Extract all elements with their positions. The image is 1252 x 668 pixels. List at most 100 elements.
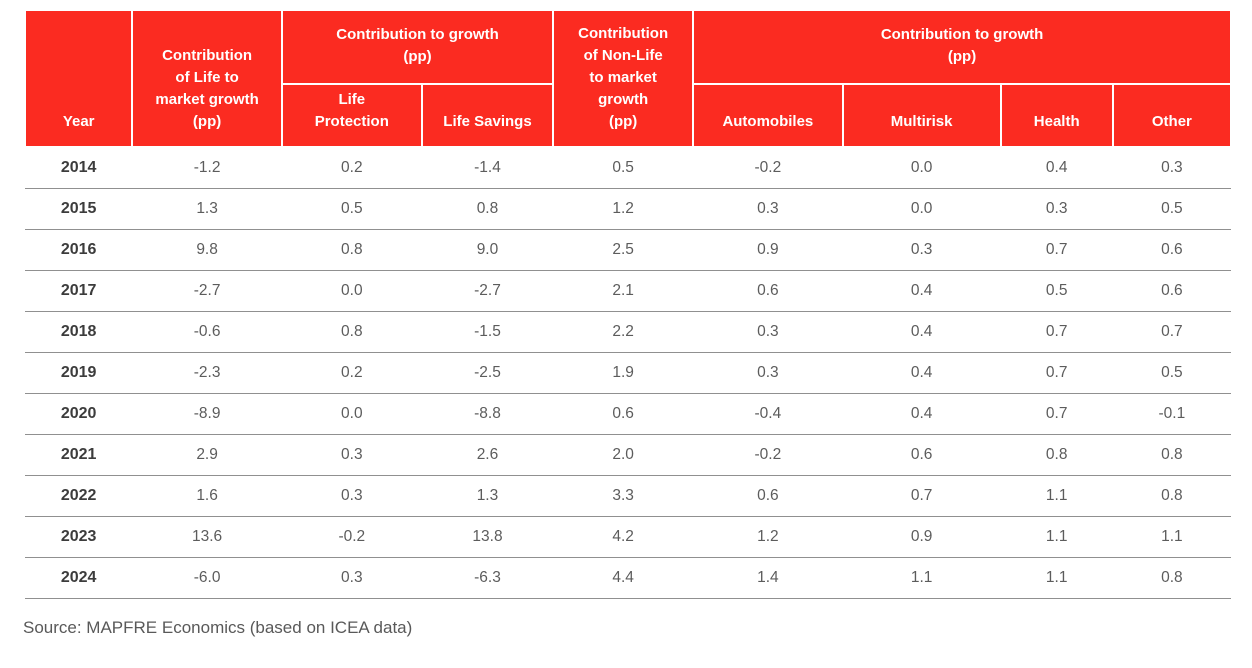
year-cell: 2015 [25,188,133,230]
value-cell: -0.4 [693,393,843,435]
value-cell: 0.0 [281,270,422,312]
table-row: 2021 2.9 0.3 2.6 2.0 -0.2 0.6 0.8 0.8 [25,434,1231,476]
value-cell: 0.7 [1112,311,1231,353]
year-cell: 2023 [25,516,133,558]
value-cell: 1.2 [553,188,694,230]
value-cell: 1.3 [421,475,554,517]
value-cell: 0.6 [1112,229,1231,271]
year-cell: 2019 [25,352,133,394]
value-cell: 0.5 [1000,270,1113,312]
value-cell: 0.2 [281,352,422,394]
group-header-nonlife-contribution: Contribution to growth (pp) [692,9,1232,85]
value-cell: 0.3 [281,434,422,476]
value-cell: 1.6 [132,475,282,517]
col-header-life-total: Contribution of Life to market growth (p… [131,9,283,148]
year-cell: 2017 [25,270,133,312]
value-cell: 0.0 [281,393,422,435]
value-cell: -2.7 [132,270,282,312]
value-cell: 0.3 [1000,188,1113,230]
value-cell: 2.1 [553,270,694,312]
value-cell: 1.9 [553,352,694,394]
col-header-year: Year [23,9,134,148]
table-row: 2019 -2.3 0.2 -2.5 1.9 0.3 0.4 0.7 0.5 [25,352,1231,394]
table-header: Year Contribution of Life to market grow… [23,9,1233,148]
source-note: Source: MAPFRE Economics (based on ICEA … [23,617,413,637]
table-body: 2014 -1.2 0.2 -1.4 0.5 -0.2 0.0 0.4 0.3 2015 1.3 0.… [25,147,1231,599]
value-cell: -8.9 [132,393,282,435]
value-cell: 2.5 [553,229,694,271]
table-row: 2020 -8.9 0.0 -8.8 0.6 -0.4 0.4 0.7 -0.1 [25,393,1231,435]
table-row: 2023 13.6 -0.2 13.8 4.2 1.2 0.9 1.1 1.1 [25,516,1231,558]
value-cell: 0.6 [553,393,694,435]
value-cell: 3.3 [553,475,694,517]
value-cell: 0.5 [281,188,422,230]
value-cell: 0.4 [842,311,1001,353]
value-cell: 0.6 [1112,270,1231,312]
value-cell: 0.0 [842,147,1001,189]
value-cell: 0.7 [1000,393,1113,435]
col-header-other: Other [1111,83,1233,148]
year-cell: 2016 [25,229,133,271]
value-cell: -0.1 [1112,393,1231,435]
value-cell: 2.2 [553,311,694,353]
table-figure: Year Contribution of Life to market grow… [0,9,1252,668]
value-cell: 1.3 [132,188,282,230]
value-cell: 0.3 [693,352,843,394]
col-header-multirisk: Multirisk [841,83,1002,148]
value-cell: 13.6 [132,516,282,558]
value-cell: 0.4 [842,270,1001,312]
col-header-nonlife-total: Contribution of Non-Life to market growt… [552,9,695,148]
value-cell: -2.3 [132,352,282,394]
value-cell: 0.3 [842,229,1001,271]
year-cell: 2021 [25,434,133,476]
table-row: 2016 9.8 0.8 9.0 2.5 0.9 0.3 0.7 0.6 [25,229,1231,271]
value-cell: 0.8 [1112,475,1231,517]
value-cell: 0.3 [693,188,843,230]
value-cell: 4.2 [553,516,694,558]
value-cell: 1.1 [842,557,1001,599]
value-cell: -1.4 [421,147,554,189]
value-cell: 0.9 [842,516,1001,558]
value-cell: 0.3 [1112,147,1231,189]
value-cell: 0.2 [281,147,422,189]
value-cell: -1.5 [421,311,554,353]
table-row: 2022 1.6 0.3 1.3 3.3 0.6 0.7 1.1 0.8 [25,475,1231,517]
value-cell: 4.4 [553,557,694,599]
value-cell: 0.6 [693,270,843,312]
value-cell: 0.5 [1112,188,1231,230]
value-cell: 13.8 [421,516,554,558]
table-row: 2015 1.3 0.5 0.8 1.2 0.3 0.0 0.3 0.5 [25,188,1231,230]
col-header-automobiles: Automobiles [692,83,844,148]
value-cell: 0.7 [1000,311,1113,353]
value-cell: -0.2 [693,147,843,189]
value-cell: 0.5 [1112,352,1231,394]
value-cell: 0.5 [553,147,694,189]
value-cell: 2.9 [132,434,282,476]
value-cell: 0.8 [281,229,422,271]
value-cell: -8.8 [421,393,554,435]
value-cell: 0.8 [1000,434,1113,476]
value-cell: -2.7 [421,270,554,312]
contribution-table: Year Contribution of Life to market grow… [23,9,1233,599]
value-cell: -0.6 [132,311,282,353]
value-cell: 1.4 [693,557,843,599]
value-cell: 0.8 [421,188,554,230]
year-cell: 2024 [25,557,133,599]
value-cell: 1.1 [1000,516,1113,558]
year-cell: 2022 [25,475,133,517]
value-cell: 0.7 [1000,352,1113,394]
value-cell: 0.4 [842,352,1001,394]
value-cell: -0.2 [281,516,422,558]
value-cell: 0.6 [842,434,1001,476]
value-cell: 0.8 [281,311,422,353]
value-cell: 2.0 [553,434,694,476]
value-cell: 0.4 [1000,147,1113,189]
value-cell: 0.8 [1112,434,1231,476]
value-cell: 0.6 [693,475,843,517]
year-cell: 2020 [25,393,133,435]
value-cell: 0.9 [693,229,843,271]
value-cell: -2.5 [421,352,554,394]
group-header-life-contribution: Contribution to growth (pp) [280,9,555,85]
table-row: 2017 -2.7 0.0 -2.7 2.1 0.6 0.4 0.5 0.6 [25,270,1231,312]
value-cell: 9.8 [132,229,282,271]
